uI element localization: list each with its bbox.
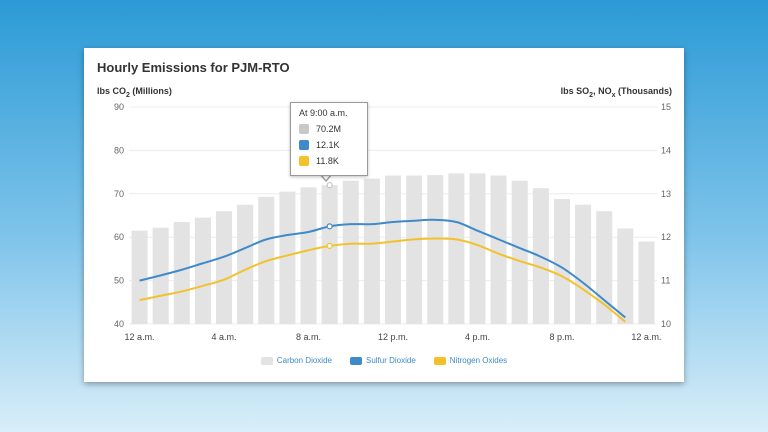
legend-swatch-carbon-dioxide [260, 356, 273, 365]
right-axis-label-sub1: 2 [589, 91, 594, 99]
right-axis-label-mid: , NO [593, 86, 612, 96]
right-axis-label-sub2: x [611, 91, 616, 99]
co2-bar [617, 228, 634, 324]
left-y-tick-label: 70 [114, 189, 124, 199]
legend-label-nitrogen-oxides: Nitrogen Oxides [449, 356, 508, 365]
right-axis-label-suffix: (Thousands) [615, 86, 672, 96]
x-tick-label: 12 a.m. [631, 332, 661, 342]
tooltip-row-so2: 12.1K [299, 140, 340, 150]
right-y-tick-label: 12 [661, 232, 671, 242]
co2-bar [131, 230, 148, 324]
left-axis-label-sub: 2 [126, 91, 130, 99]
tooltip-caret-inner [320, 173, 332, 180]
co2-highlight-point [326, 182, 333, 189]
chart-card: Hourly Emissions for PJM-RTO lbs CO2 (Mi… [84, 48, 684, 382]
right-y-tick-label: 14 [661, 145, 671, 155]
tooltip-title: At 9:00 a.m. [299, 108, 348, 118]
left-y-tick-label: 60 [114, 232, 124, 242]
left-y-tick-label: 80 [114, 145, 124, 155]
right-axis-label-text: lbs SO [560, 86, 590, 96]
x-tick-label: 4 a.m. [212, 332, 237, 342]
nox-line [139, 237, 626, 323]
tooltip-swatch-nox [299, 156, 309, 166]
nox-highlight-point [326, 242, 333, 249]
co2-bar [638, 241, 655, 324]
left-y-tick-label: 50 [114, 276, 124, 286]
co2-bar [363, 178, 380, 324]
so2-highlight-point [326, 223, 333, 230]
x-tick-label: 4 p.m. [465, 332, 490, 342]
x-tick-label: 8 a.m. [296, 332, 321, 342]
co2-bar [469, 173, 486, 324]
chart-title: Hourly Emissions for PJM-RTO [97, 60, 290, 75]
right-y-tick-label: 10 [661, 319, 671, 329]
co2-bar [194, 217, 211, 324]
co2-bar [406, 175, 423, 324]
right-y-tick-label: 15 [661, 102, 671, 112]
legend-swatch-nitrogen-oxides [433, 356, 446, 365]
co2-bar [321, 185, 338, 324]
right-axis-label: lbs SO2, NOx (Thousands) [561, 86, 672, 99]
left-axis-label: lbs CO2 (Millions) [97, 86, 172, 99]
legend-item-carbon-dioxide[interactable]: Carbon Dioxide [260, 356, 332, 365]
tooltip-row-nox: 11.8K [299, 156, 339, 166]
co2-bar [490, 175, 507, 324]
co2-bar [279, 191, 296, 324]
co2-bar [511, 180, 528, 324]
co2-bar [300, 187, 317, 324]
left-axis-label-text: lbs CO [97, 86, 127, 96]
x-tick-label: 8 p.m. [549, 332, 574, 342]
co2-bar [575, 204, 592, 324]
so2-line [139, 218, 626, 319]
tooltip-swatch-co2 [299, 124, 309, 134]
co2-bar [384, 175, 402, 324]
co2-bar [448, 173, 465, 324]
left-y-tick-label: 40 [114, 319, 124, 329]
co2-bar [427, 175, 444, 324]
legend-label-carbon-dioxide: Carbon Dioxide [276, 356, 332, 365]
tooltip-row-co2: 70.2M [299, 124, 341, 134]
tooltip-value-co2: 70.2M [316, 124, 342, 134]
chart-legend: Carbon Dioxide Sulfur Dioxide Nitrogen O… [84, 356, 684, 365]
co2-bar [342, 180, 359, 324]
left-axis-label-suffix: (Millions) [129, 86, 172, 96]
tooltip-value-so2: 12.1K [316, 140, 340, 150]
x-tick-label: 12 p.m. [378, 332, 408, 342]
co2-bar [216, 211, 233, 324]
tooltip-value-nox: 11.8K [316, 156, 339, 166]
legend-swatch-sulfur-dioxide [349, 356, 362, 365]
co2-bar [173, 222, 190, 324]
right-y-tick-label: 11 [661, 276, 670, 286]
co2-bar [237, 204, 254, 324]
right-y-tick-label: 13 [661, 189, 671, 199]
co2-bar [553, 199, 570, 324]
legend-label-sulfur-dioxide: Sulfur Dioxide [365, 356, 416, 365]
emissions-chart[interactable]: 40 10 50 11 60 12 70 13 80 14 90 15 12 a.m. 4 a.m. 8 a… [84, 48, 684, 382]
tooltip-swatch-so2 [299, 140, 309, 150]
x-tick-label: 12 a.m. [125, 332, 155, 342]
legend-item-nitrogen-oxides[interactable]: Nitrogen Oxides [433, 356, 508, 365]
co2-bar [596, 211, 613, 324]
left-y-tick-label: 90 [114, 102, 124, 112]
legend-item-sulfur-dioxide[interactable]: Sulfur Dioxide [349, 356, 416, 365]
chart-tooltip: At 9:00 a.m. 70.2M 12.1K 11.8K [290, 102, 368, 176]
